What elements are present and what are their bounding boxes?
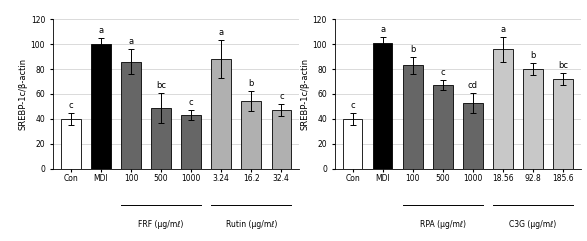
- Bar: [211, 59, 231, 169]
- Bar: [403, 65, 423, 169]
- Y-axis label: SREBP-1c/β-actin: SREBP-1c/β-actin: [301, 58, 310, 130]
- Bar: [122, 62, 141, 169]
- Bar: [433, 85, 453, 169]
- Text: a: a: [500, 25, 505, 33]
- Text: a: a: [99, 26, 103, 35]
- Bar: [181, 115, 201, 169]
- Text: FRF (μg/mℓ): FRF (μg/mℓ): [139, 220, 184, 228]
- Bar: [343, 119, 362, 169]
- Text: c: c: [350, 100, 355, 110]
- Bar: [241, 101, 261, 169]
- Bar: [523, 69, 543, 169]
- Bar: [91, 44, 111, 169]
- Text: cd: cd: [468, 81, 478, 90]
- Bar: [373, 43, 393, 169]
- Text: c: c: [440, 68, 445, 77]
- Text: b: b: [530, 51, 536, 60]
- Text: bc: bc: [156, 81, 166, 90]
- Text: c: c: [69, 100, 73, 110]
- Text: c: c: [279, 92, 284, 101]
- Y-axis label: SREBP-1c/β-actin: SREBP-1c/β-actin: [19, 58, 28, 130]
- Bar: [554, 79, 573, 169]
- Bar: [493, 49, 512, 169]
- Text: b: b: [410, 45, 416, 54]
- Text: bc: bc: [558, 61, 568, 70]
- Text: b: b: [248, 79, 254, 88]
- Text: c: c: [189, 98, 194, 107]
- Bar: [61, 119, 80, 169]
- Text: RPA (μg/mℓ): RPA (μg/mℓ): [420, 220, 466, 228]
- Text: C3G (μg/mℓ): C3G (μg/mℓ): [510, 220, 556, 228]
- Bar: [463, 103, 483, 169]
- Text: a: a: [218, 28, 224, 37]
- Text: a: a: [380, 25, 385, 33]
- Bar: [151, 108, 171, 169]
- Text: a: a: [129, 37, 134, 46]
- Bar: [272, 110, 291, 169]
- Text: Rutin (μg/mℓ): Rutin (μg/mℓ): [225, 220, 277, 228]
